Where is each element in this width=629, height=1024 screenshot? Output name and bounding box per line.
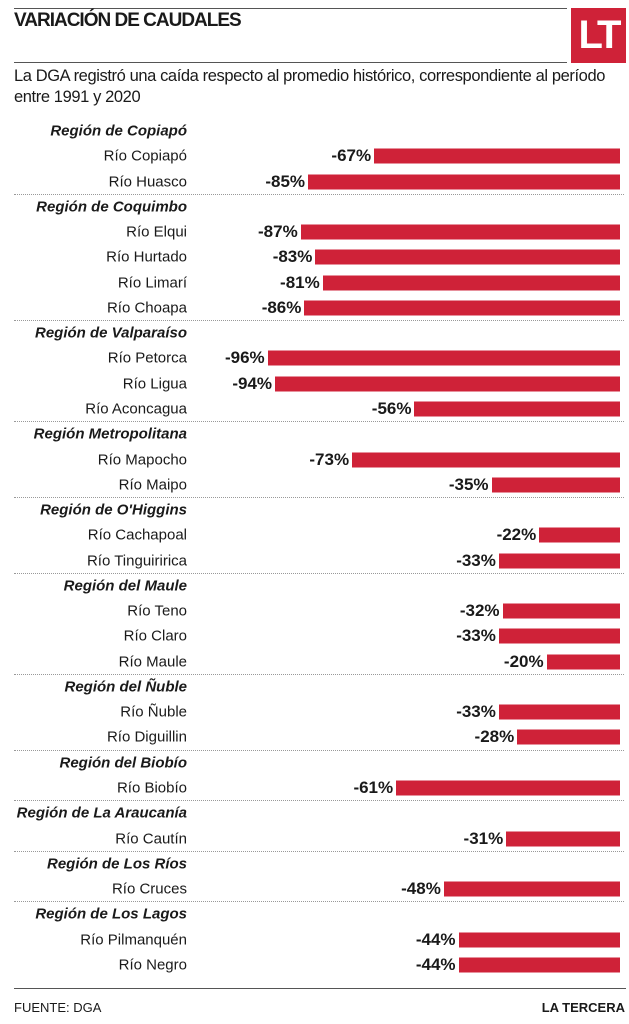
river-label: Río Limarí xyxy=(117,274,187,292)
bar-río-cruces xyxy=(443,881,620,897)
river-label: Río Choapa xyxy=(106,299,187,317)
region-label: Región de Coquimbo xyxy=(36,198,187,216)
region-label: Región de Los Ríos xyxy=(46,855,187,873)
bar-río-tinguiririca xyxy=(498,553,620,569)
bar-río-copiapó xyxy=(374,148,620,164)
region-label: Región de Valparaíso xyxy=(35,324,187,342)
region-separator xyxy=(14,572,624,574)
value-label: -33% xyxy=(456,626,496,646)
value-label: -81% xyxy=(280,272,320,292)
river-label: Río Tinguiririca xyxy=(86,552,187,570)
bar-río-ñuble xyxy=(498,704,620,720)
value-label: -44% xyxy=(415,954,456,974)
bar-río-elqui xyxy=(300,224,620,240)
region-label: Región del Maule xyxy=(63,577,187,595)
river-label: Río Mapocho xyxy=(97,451,187,468)
river-label: Río Biobío xyxy=(116,779,187,797)
bar-río-aconcagua xyxy=(414,401,620,417)
footer-rule xyxy=(14,988,626,989)
river-label: Río Pilmanquén xyxy=(80,931,187,949)
brand-name: LA TERCERA xyxy=(541,1000,625,1015)
bar-río-choapa xyxy=(304,300,620,316)
region-separator xyxy=(14,673,624,675)
value-label: -83% xyxy=(272,247,313,267)
value-label: -61% xyxy=(353,778,394,798)
value-label: -94% xyxy=(232,373,273,393)
bar-río-petorca xyxy=(267,350,620,366)
la-tercera-logo: LT xyxy=(571,8,626,63)
value-label: -44% xyxy=(415,929,456,949)
chart-title: VARIACIÓN DE CAUDALES xyxy=(14,10,242,31)
region-label: Región Metropolitana xyxy=(33,425,187,443)
value-label: -85% xyxy=(265,171,306,191)
source-note: FUENTE: DGA xyxy=(14,1000,102,1015)
river-label: Río Cruces xyxy=(111,880,187,898)
river-label: Río Ligua xyxy=(122,375,187,393)
value-label: -73% xyxy=(309,449,350,469)
region-separator xyxy=(14,421,624,423)
region-label: Región del Ñuble xyxy=(64,678,187,696)
bar-río-cachapoal xyxy=(539,527,620,543)
title-rule xyxy=(14,62,567,63)
value-label: -20% xyxy=(503,651,544,671)
value-label: -87% xyxy=(258,222,298,242)
bar-río-biobío xyxy=(396,780,620,796)
river-label: Río Petorca xyxy=(107,349,187,367)
river-label: Río Elqui xyxy=(126,223,187,241)
river-label: Río Diguillin xyxy=(106,728,187,746)
value-label: -28% xyxy=(474,727,515,747)
region-separator xyxy=(14,749,624,751)
region-separator xyxy=(14,901,624,903)
top-rule xyxy=(14,8,567,9)
bar-río-diguillin xyxy=(517,729,620,745)
bar-río-negro xyxy=(458,957,620,973)
value-label: -48% xyxy=(401,879,441,899)
region-separator xyxy=(14,800,624,802)
value-label: -33% xyxy=(456,702,496,722)
river-label: Río Teno xyxy=(127,602,187,620)
region-label: Región de Los Lagos xyxy=(35,905,187,923)
river-label: Río Hurtado xyxy=(106,248,187,266)
river-label: Río Ñuble xyxy=(120,703,187,721)
region-separator xyxy=(14,497,624,499)
bar-río-huasco xyxy=(308,174,620,190)
river-label: Río Huasco xyxy=(108,173,187,191)
bar-río-limarí xyxy=(322,275,620,291)
value-label: -35% xyxy=(448,474,489,494)
value-label: -96% xyxy=(224,348,265,368)
region-separator xyxy=(14,320,624,322)
bar-río-hurtado xyxy=(315,249,620,265)
chart-subtitle: La DGA registró una caída respecto al pr… xyxy=(14,67,606,106)
region-separator xyxy=(14,193,624,195)
bar-río-maule xyxy=(546,654,620,670)
river-label: Río Copiapó xyxy=(103,147,187,165)
region-separator xyxy=(14,850,624,852)
region-label: Región de O'Higgins xyxy=(40,501,187,519)
river-label: Río Maule xyxy=(118,653,187,671)
river-label: Río Claro xyxy=(123,627,187,645)
bar-río-claro xyxy=(498,628,620,644)
value-label: -67% xyxy=(331,146,372,166)
river-label: Río Cautín xyxy=(115,830,187,848)
bar-río-cautín xyxy=(506,831,620,847)
region-label: Región de Copiapó xyxy=(50,122,187,140)
value-label: -33% xyxy=(456,550,496,570)
river-label: Río Maipo xyxy=(118,476,187,494)
region-label: Región del Biobío xyxy=(59,754,188,772)
region-label: Región de La Araucanía xyxy=(16,804,187,822)
value-label: -22% xyxy=(496,525,537,545)
value-label: -32% xyxy=(459,601,500,621)
value-label: -31% xyxy=(463,828,504,848)
value-label: -56% xyxy=(371,398,412,418)
river-label: Río Cachapoal xyxy=(87,526,187,544)
bar-río-maipo xyxy=(491,477,620,493)
bar-río-mapocho xyxy=(352,452,620,467)
bar-río-teno xyxy=(502,603,620,619)
bar-río-pilmanquén xyxy=(458,932,620,948)
bar-río-ligua xyxy=(275,376,620,392)
river-label: Río Negro xyxy=(118,956,187,974)
river-label: Río Aconcagua xyxy=(85,400,187,418)
value-label: -86% xyxy=(261,297,302,317)
